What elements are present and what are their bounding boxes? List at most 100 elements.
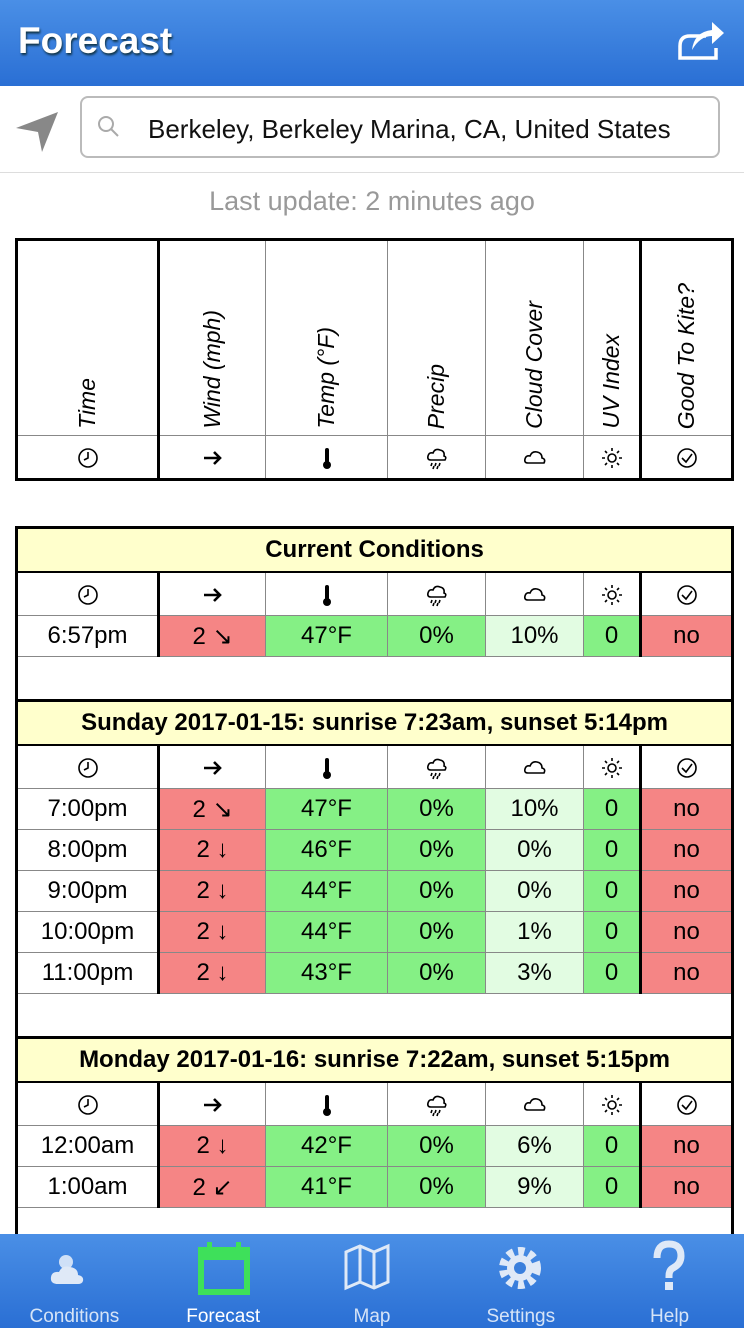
- data-cell: 2 ↓: [158, 829, 266, 871]
- icon-cell: [16, 744, 160, 789]
- data-cell: 0%: [387, 952, 486, 994]
- icon-cell: [583, 435, 642, 480]
- column-icon: [676, 1094, 697, 1115]
- data-cell: 2 ↓: [158, 1125, 266, 1167]
- data-cell: 0%: [387, 911, 486, 953]
- column-label: UV Index: [598, 334, 624, 429]
- column-icon: [203, 760, 222, 775]
- icon-cell: [265, 435, 388, 480]
- column-header: Time Wind (mph) Temp (°F) Precip Cloud Cover…: [15, 238, 734, 481]
- tab-label: Settings: [486, 1306, 556, 1327]
- tab-icon: [344, 1243, 390, 1291]
- icon-cell: [158, 571, 266, 616]
- spacer-row: [16, 656, 733, 701]
- icon-cell: [387, 571, 486, 616]
- data-row: 10:00pm 2 ↓ 44°F 0% 1% 0 no: [16, 911, 734, 953]
- icon-cell: [158, 744, 266, 789]
- tab-icon: [499, 1247, 542, 1289]
- data-cell: 0%: [387, 829, 486, 871]
- data-cell: 10%: [485, 788, 584, 830]
- tab[interactable]: Map: [298, 1234, 447, 1328]
- search-field[interactable]: Berkeley, Berkeley Marina, CA, United St…: [80, 96, 720, 158]
- data-cell: no: [639, 911, 734, 953]
- icon-cell: [265, 1081, 388, 1126]
- data-cell: 0: [583, 615, 642, 657]
- data-cell: 1%: [485, 911, 584, 953]
- icon-cell: [639, 1081, 734, 1126]
- icon-cell: [16, 1081, 160, 1126]
- column-icon: [426, 1095, 447, 1116]
- data-cell: 11:00pm: [16, 952, 160, 994]
- data-cell: 44°F: [265, 911, 388, 953]
- tab[interactable]: Forecast: [149, 1234, 298, 1328]
- tab[interactable]: Conditions: [0, 1234, 149, 1328]
- column-icon: [203, 1097, 222, 1112]
- data-cell: 6:57pm: [16, 615, 160, 657]
- column-icon: [426, 585, 447, 606]
- column-icon: [77, 1094, 98, 1115]
- column-icon: [322, 1094, 331, 1116]
- tab-label: Conditions: [29, 1306, 120, 1327]
- tab[interactable]: Help: [595, 1234, 744, 1328]
- icon-cell: [387, 744, 486, 789]
- data-cell: 46°F: [265, 829, 388, 871]
- data-cell: 12:00am: [16, 1125, 160, 1167]
- data-cell: no: [639, 788, 734, 830]
- data-cell: 10%: [485, 615, 584, 657]
- data-cell: 42°F: [265, 1125, 388, 1167]
- column-icon: [322, 584, 331, 606]
- icon-cell: [387, 435, 486, 480]
- scroll-area: Time Wind (mph) Temp (°F) Precip Cloud Cover…: [15, 238, 735, 1234]
- data-cell: 43°F: [265, 952, 388, 994]
- icon-cell: [158, 435, 266, 480]
- data-row: 12:00am 2 ↓ 42°F 0% 6% 0 no: [16, 1125, 734, 1167]
- data-cell: 0: [583, 788, 642, 830]
- forecast-table: Current Conditions 6:57pm 2 ↘ 47°F 0% 10% 0 no S…: [15, 526, 735, 1234]
- data-cell: 10:00pm: [16, 911, 160, 953]
- data-row: 8:00pm 2 ↓ 46°F 0% 0% 0 no: [16, 829, 734, 871]
- data-cell: 2 ↙: [158, 1166, 266, 1208]
- data-cell: no: [639, 615, 734, 657]
- data-cell: 47°F: [265, 788, 388, 830]
- column-icon: [322, 757, 331, 779]
- icon-cell: [265, 571, 388, 616]
- icon-row: [16, 1081, 734, 1126]
- tab[interactable]: Settings: [446, 1234, 595, 1328]
- header-cell: Precip: [387, 239, 486, 436]
- column-icon: [676, 757, 697, 778]
- spacer-row: [16, 993, 733, 1038]
- column-icon: [426, 758, 447, 779]
- data-cell: 0%: [387, 870, 486, 912]
- icon-cell: [485, 744, 584, 789]
- tab-bar: Conditions Forecast Map Settings Help: [0, 1234, 744, 1328]
- share-button[interactable]: [676, 20, 726, 62]
- data-cell: no: [639, 952, 734, 994]
- data-cell: 0%: [485, 870, 584, 912]
- data-cell: 47°F: [265, 615, 388, 657]
- data-cell: 41°F: [265, 1166, 388, 1208]
- icon-cell: [485, 435, 584, 480]
- column-icon: [77, 447, 98, 468]
- icon-cell: [485, 1081, 584, 1126]
- icon-row: [16, 744, 734, 789]
- tab-label: Forecast: [186, 1306, 261, 1327]
- icon-cell: [16, 571, 160, 616]
- column-label: Wind (mph): [199, 310, 225, 429]
- column-icon: [523, 587, 545, 601]
- location-button[interactable]: [14, 108, 60, 154]
- icon-cell: [639, 744, 734, 789]
- data-cell: 0%: [387, 615, 486, 657]
- column-icon: [676, 584, 697, 605]
- column-label: Time: [74, 378, 100, 429]
- column-icon: [203, 450, 222, 465]
- header-cell: Cloud Cover: [485, 239, 584, 436]
- search-row: Berkeley, Berkeley Marina, CA, United St…: [0, 86, 744, 173]
- section-row: Sunday 2017-01-15: sunrise 7:23am, sunse…: [15, 699, 734, 746]
- data-cell: 8:00pm: [16, 829, 160, 871]
- data-cell: 3%: [485, 952, 584, 994]
- column-label: Precip: [423, 363, 449, 429]
- icon-cell: [639, 571, 734, 616]
- data-cell: no: [639, 1166, 734, 1208]
- column-icon: [523, 760, 545, 774]
